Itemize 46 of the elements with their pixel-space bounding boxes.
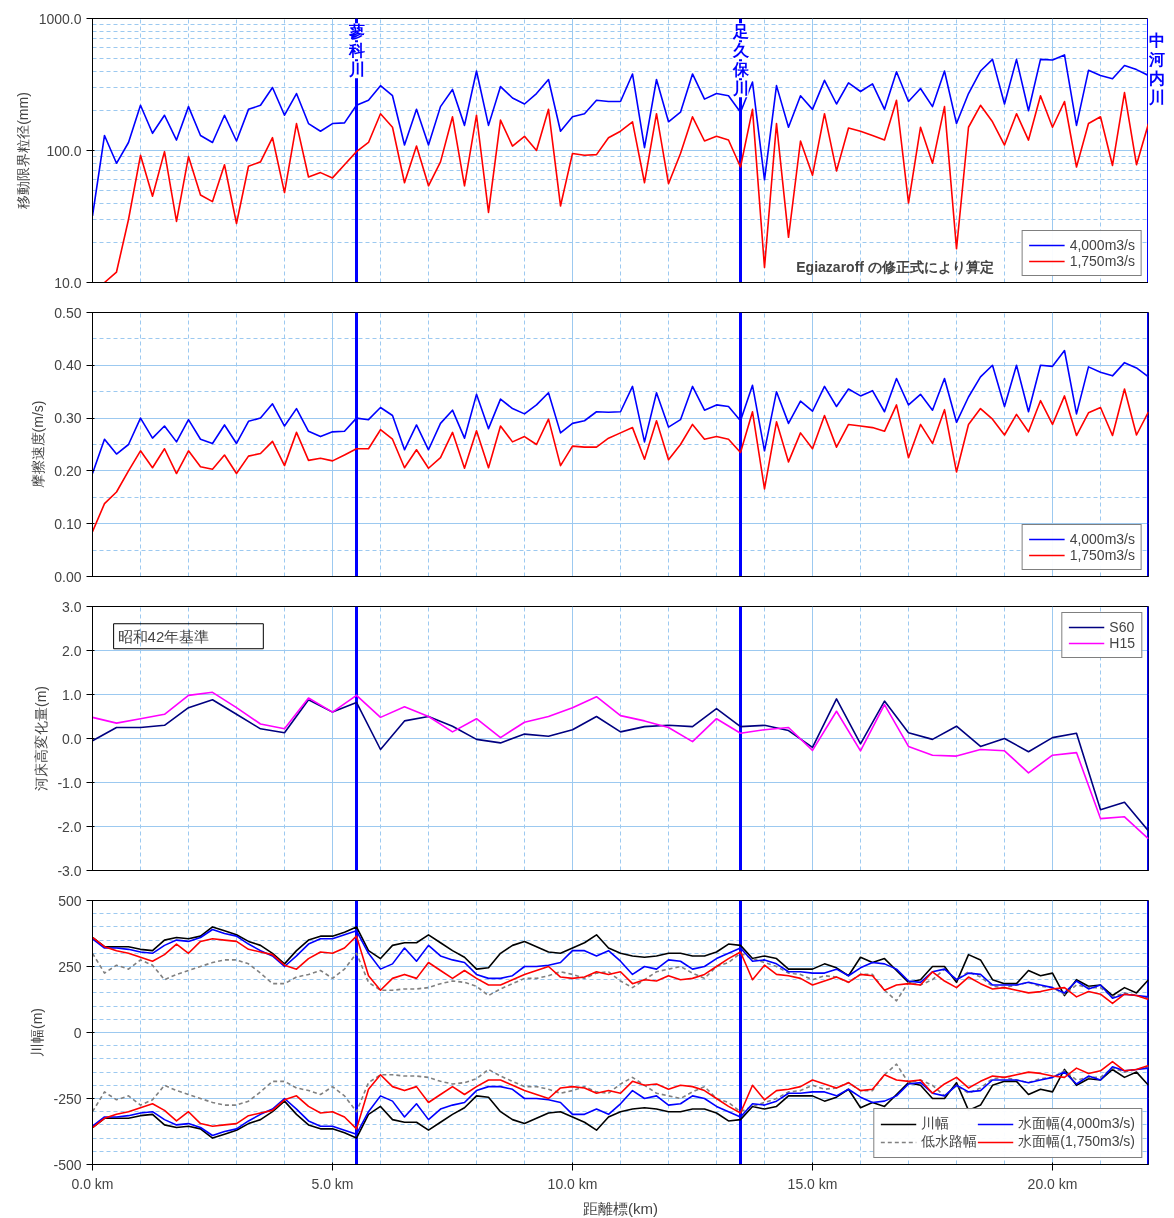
x-tick-label: 0.0 km: [71, 1175, 114, 1192]
legend-label: S60: [1109, 619, 1135, 635]
y-tick-label: 0.30: [54, 410, 82, 427]
y-axis-title: 川幅(m): [29, 1007, 46, 1057]
y-tick-label: 0.00: [54, 568, 82, 585]
y-tick-label: 0.0: [62, 730, 82, 747]
x-tick-label: 20.0 km: [1027, 1175, 1078, 1192]
x-tick-label: 5.0 km: [311, 1175, 354, 1192]
x-axis-title: 距離標(km): [583, 1199, 659, 1217]
y-tick-label: -500: [53, 1156, 82, 1173]
y-tick-label: 0: [73, 1024, 82, 1041]
x-tick-label: 15.0 km: [787, 1175, 838, 1192]
x-tick-label: 10.0 km: [547, 1175, 598, 1192]
annotation: Egiazaroff の修正式により算定: [796, 258, 994, 275]
ref-line-label: 蓼科川: [347, 23, 365, 79]
y-tick-label: 0.20: [54, 462, 82, 479]
legend-label: H15: [1109, 635, 1135, 651]
y-tick-label: 2.0: [62, 642, 82, 659]
legend-label: 4,000m3/s: [1069, 237, 1135, 253]
y-axis-title: 河床高変化量(m): [33, 685, 50, 791]
y-tick-label: -250: [53, 1090, 82, 1107]
legend-label: 水面幅(1,750m3/s): [1018, 1133, 1135, 1151]
legend-label: 4,000m3/s: [1069, 531, 1135, 547]
y-tick-label: 0.10: [54, 515, 82, 532]
y-tick-label: 1000.0: [38, 10, 82, 27]
y-tick-label: 100.0: [46, 142, 82, 159]
legend-label: 川幅: [921, 1115, 950, 1133]
y-tick-label: 0.50: [54, 304, 82, 321]
y-tick-label: 1.0: [62, 686, 82, 703]
y-tick-label: 250: [58, 958, 82, 975]
y-axis-title: 移動限界粒径(mm): [14, 92, 31, 209]
annotation: 昭和42年基準: [117, 627, 210, 645]
y-tick-label: 0.40: [54, 357, 82, 374]
legend-label: 水面幅(4,000m3/s): [1018, 1115, 1135, 1133]
y-tick-label: -2.0: [57, 818, 82, 835]
legend-label: 1,750m3/s: [1069, 547, 1135, 563]
y-tick-label: 3.0: [62, 598, 82, 615]
y-tick-label: -1.0: [57, 774, 82, 791]
ref-line-label: 中河内川: [1148, 31, 1166, 106]
legend-label: 低水路幅: [921, 1133, 978, 1151]
y-axis-title: 摩擦速度(m/s): [30, 400, 47, 489]
y-tick-label: -3.0: [57, 862, 82, 879]
ref-line-label: 足久保川: [731, 23, 750, 98]
y-tick-label: 10.0: [54, 274, 82, 291]
y-tick-label: 500: [58, 892, 82, 909]
legend-label: 1,750m3/s: [1069, 253, 1135, 269]
